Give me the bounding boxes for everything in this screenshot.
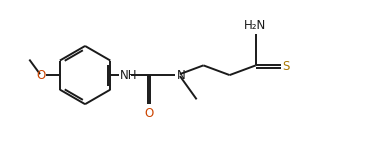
Text: O: O bbox=[145, 107, 154, 120]
Text: NH: NH bbox=[120, 69, 137, 82]
Text: N: N bbox=[177, 69, 186, 82]
Text: H₂N: H₂N bbox=[244, 19, 266, 32]
Text: S: S bbox=[282, 60, 289, 73]
Text: O: O bbox=[36, 69, 46, 82]
